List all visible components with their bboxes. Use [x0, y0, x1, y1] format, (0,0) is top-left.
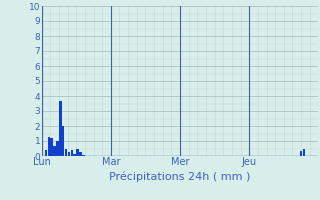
Bar: [68, 152, 70, 156]
Bar: [76, 148, 79, 156]
Bar: [82, 155, 85, 156]
Bar: [79, 152, 82, 156]
X-axis label: Précipitations 24h ( mm ): Précipitations 24h ( mm ): [109, 172, 251, 182]
Bar: [62, 126, 65, 156]
Bar: [303, 148, 305, 156]
Bar: [53, 146, 56, 156]
Bar: [65, 148, 68, 156]
Bar: [300, 151, 302, 156]
Bar: [51, 138, 53, 156]
Bar: [48, 137, 50, 156]
Bar: [71, 150, 73, 156]
Bar: [74, 154, 76, 156]
Bar: [59, 100, 62, 156]
Bar: [45, 150, 47, 156]
Bar: [56, 141, 59, 156]
